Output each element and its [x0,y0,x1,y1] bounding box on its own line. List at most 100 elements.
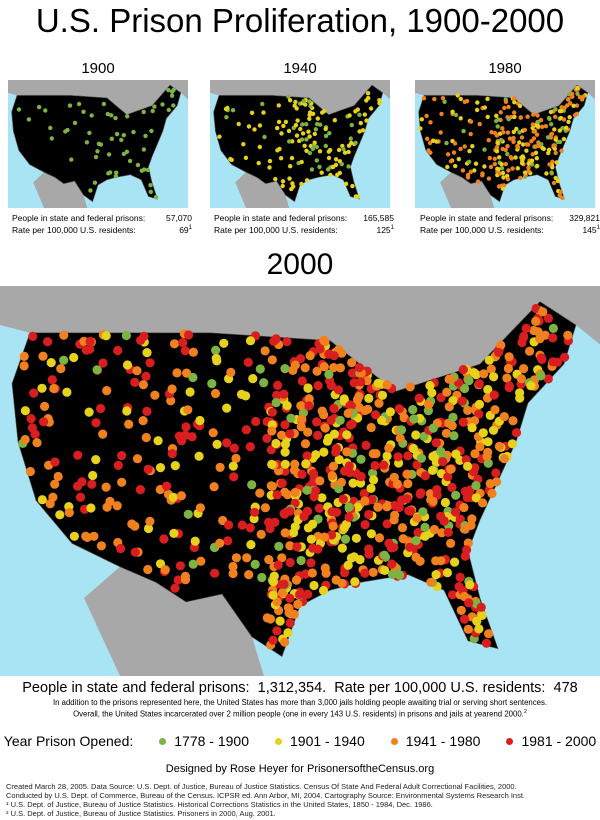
prison-dot [273,176,278,182]
prison-dot [295,589,305,600]
prison-dot [102,386,112,396]
summary-value: 1,312,354. [257,680,327,696]
prison-dot [143,464,153,474]
prison-dot [396,425,407,435]
prison-dot [368,106,374,111]
prison-dot [547,116,552,122]
prison-dot [411,552,421,562]
prison-dot [474,399,485,409]
note: In addition to the prisons represented h… [52,698,548,707]
prison-dot [309,167,315,172]
prison-dot [223,106,229,112]
prison-dot [87,479,97,489]
prison-dot [73,481,83,491]
prison-dot [555,178,561,184]
prison-dot [145,358,155,368]
prison-dot [330,164,336,170]
prison-dot [360,405,370,416]
prison-dot [405,382,415,392]
map-year: 2000 [266,248,334,281]
prison-dot [437,528,447,538]
prison-dot [112,501,122,511]
prison-dot [431,138,436,143]
prison-dot [131,129,136,135]
prison-dot [535,113,540,118]
prison-dot [20,434,30,445]
prison-dot [84,140,90,145]
prison-dot [456,156,461,162]
prison-dot [420,531,430,541]
prison-dot [457,396,467,406]
prison-dot [482,147,487,152]
prison-dot [548,109,554,115]
prison-dot [356,472,366,482]
prison-dot [323,143,328,149]
legend-swatch [390,737,398,745]
prison-dot [138,380,148,390]
prison-dot [403,479,413,489]
prison-dot [91,455,101,465]
prison-dot [549,131,555,137]
prison-dot [329,404,339,414]
prison-dot [438,130,443,135]
prison-dot [423,400,433,410]
map [8,80,188,208]
prison-dot [552,143,557,148]
prison-dot [167,384,177,394]
prison-dot [297,469,307,479]
prison-dot [353,502,363,512]
prison-dot [313,430,323,440]
prison-dot [489,390,499,400]
prison-dot [500,146,505,152]
prison-dot [319,335,329,345]
prison-dot [500,186,506,191]
prison-dot [257,123,263,128]
prison-dot [479,369,489,379]
prison-dot [486,138,491,143]
prison-dot [299,137,305,142]
prison-dot [314,158,319,163]
prison-dot [286,94,291,99]
prison-dot [350,183,355,189]
prison-dot [351,533,361,543]
prison-dot [210,388,221,399]
prison-dot [504,381,515,391]
prison-dot [320,423,330,433]
prison-dot [510,166,515,171]
prison-dot [408,443,419,454]
prison-dot [81,109,86,114]
prison-dot [124,149,130,154]
prison-dot [418,126,423,131]
prison-dot [577,94,582,100]
prison-dot [280,439,290,449]
footnote-mark: 2 [523,709,527,715]
prison-dot [571,103,576,108]
prison-dot [314,144,319,150]
prison-dot [339,523,349,533]
prison-dot [117,451,127,461]
prison-dot [304,148,309,153]
prison-dot [59,355,69,365]
prison-dot [575,85,580,91]
prison-dot [482,105,487,110]
map [210,80,390,208]
prison-dot [500,126,505,131]
prison-dot [496,167,501,172]
prison-dot [349,122,354,128]
prison-dot [390,500,400,511]
prison-dot [162,481,172,491]
prison-dot [377,415,387,425]
prison-dot [543,374,553,384]
prison-dot [19,351,29,361]
prison-dot [553,150,558,156]
prison-dot [431,438,441,448]
prison-dot [121,330,131,341]
prison-dot [236,121,241,127]
prison-dot [441,428,451,438]
prison-dot [448,412,458,422]
prison-dot [313,381,323,391]
prison-dot [474,107,480,113]
prison-dot [432,96,437,102]
prison-dot [39,417,49,427]
prison-dot [289,155,295,161]
